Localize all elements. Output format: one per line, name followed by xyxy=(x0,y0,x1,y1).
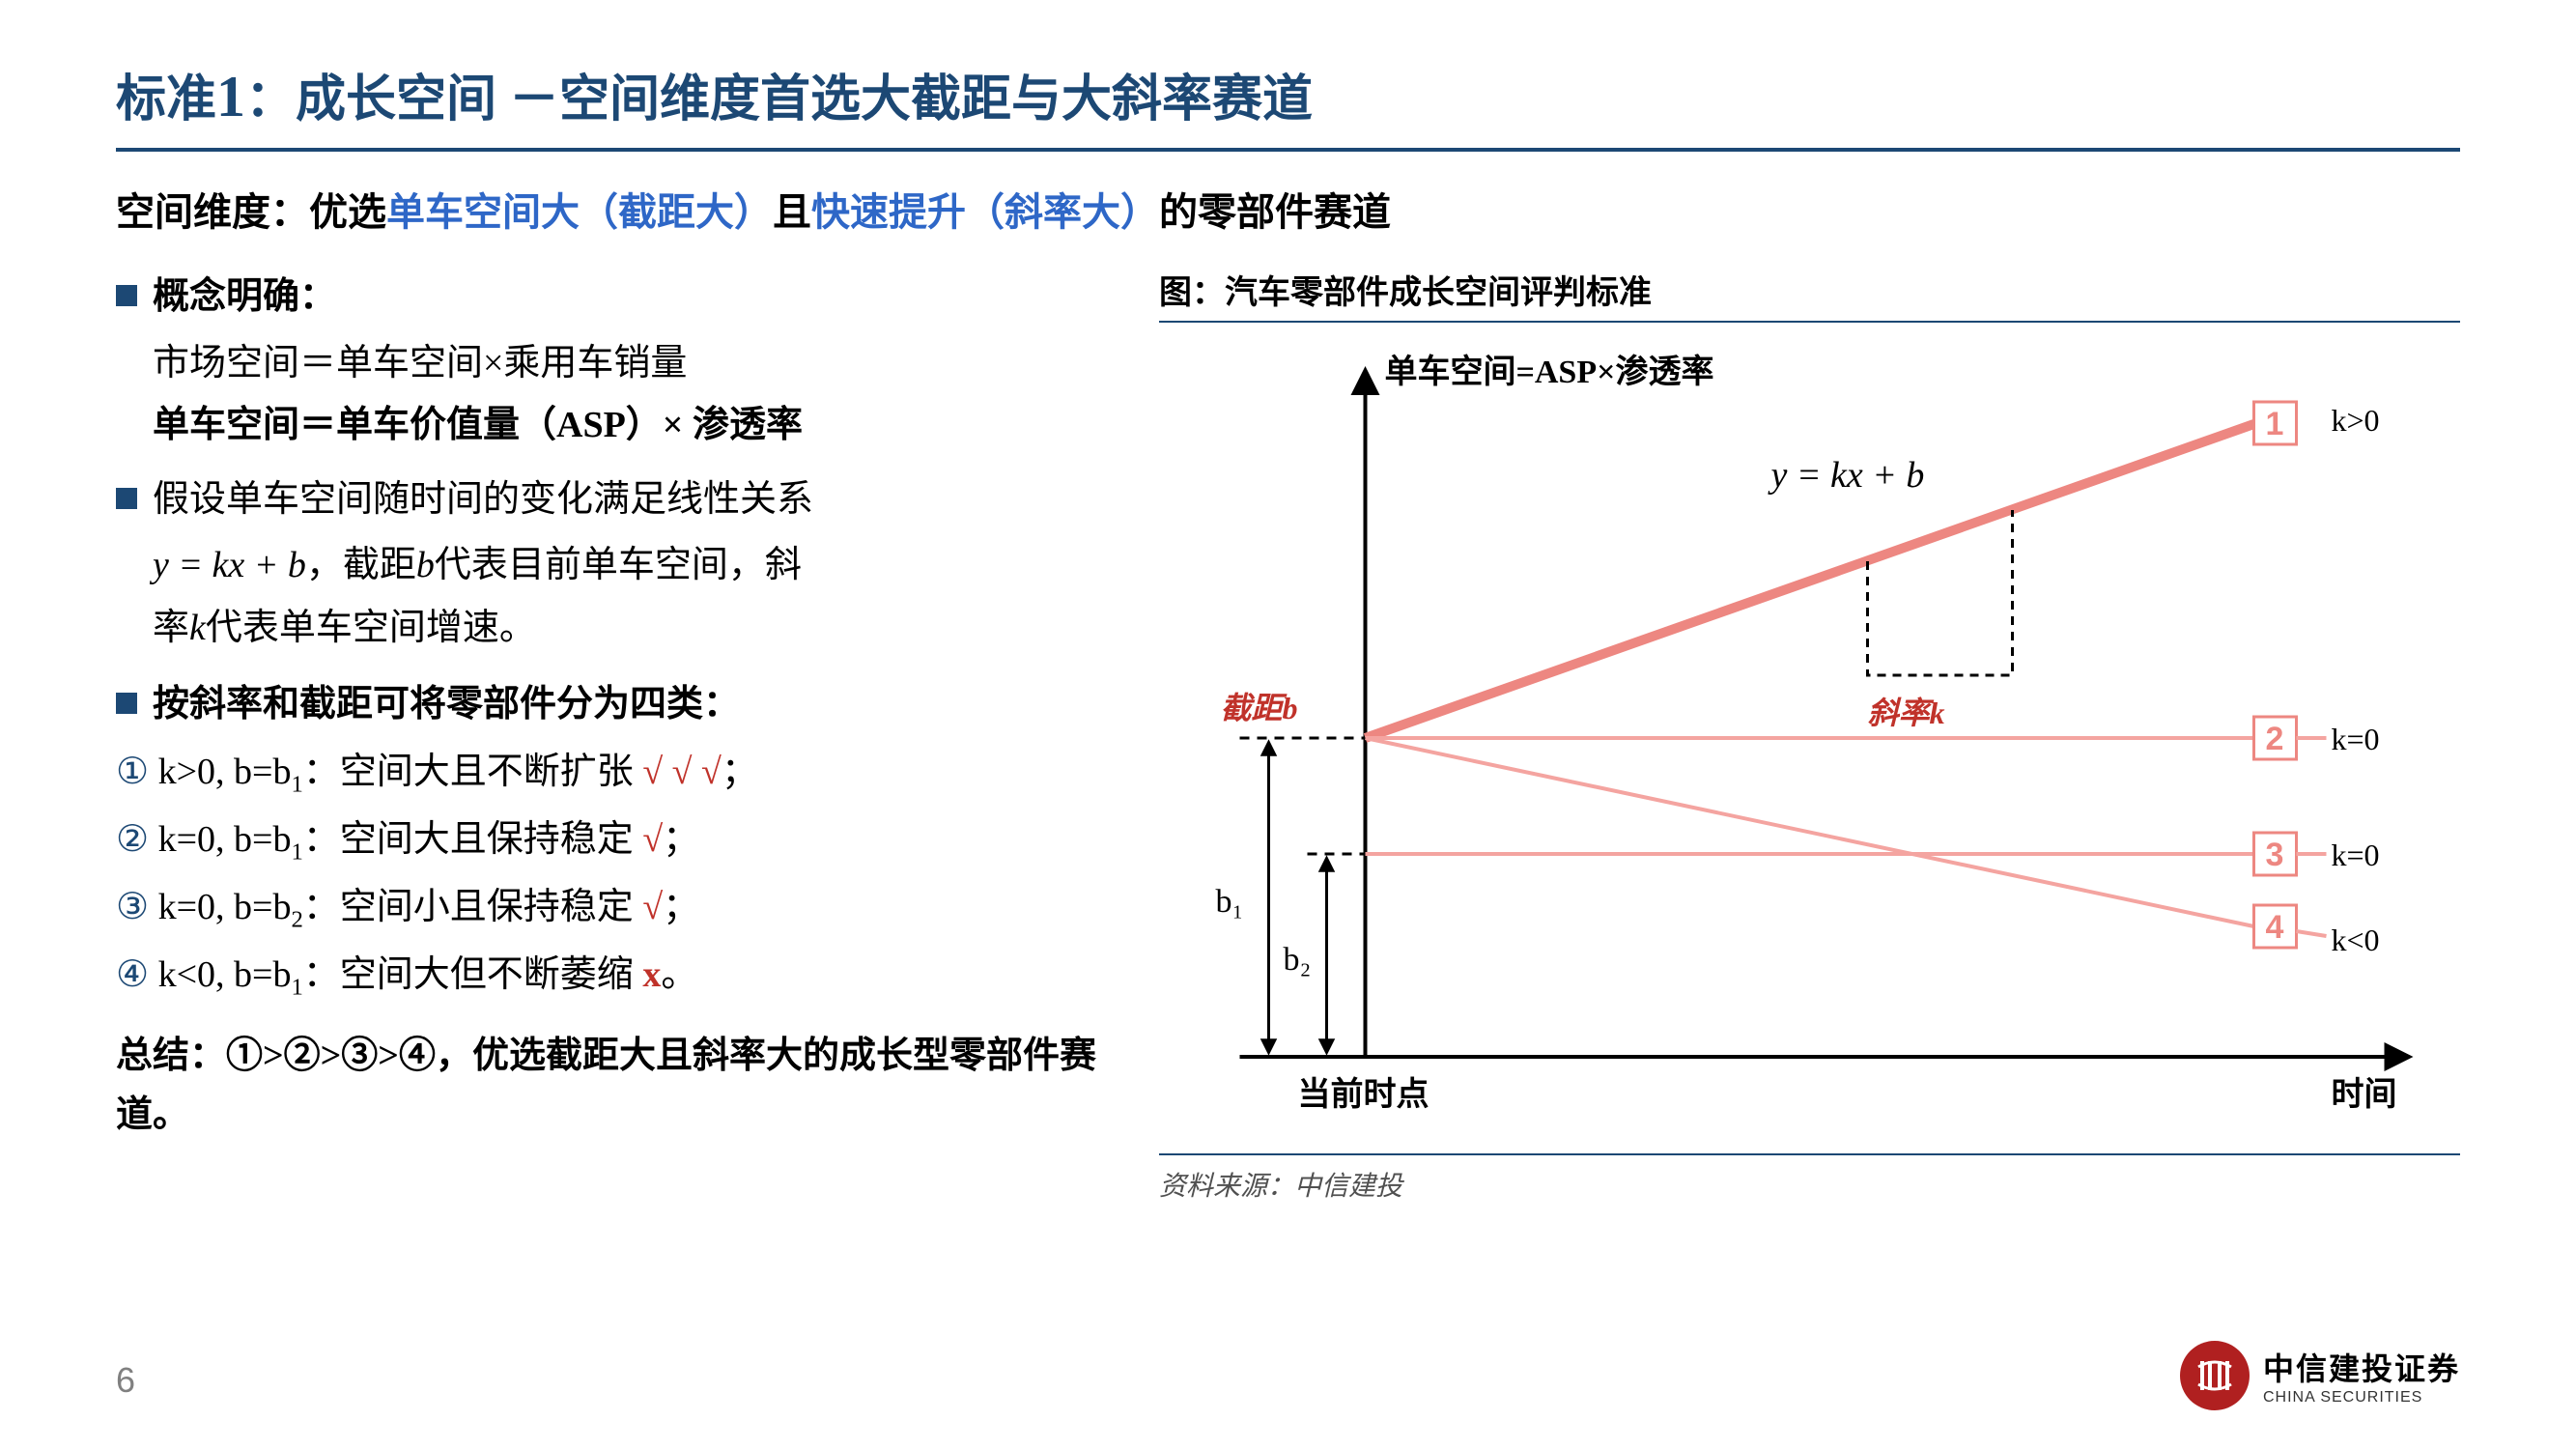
subtitle-hl2: 快速提升（斜率大） xyxy=(811,190,1159,234)
subtitle-hl1: 单车空间大（截距大） xyxy=(386,190,773,234)
cat2-cond: k=0, b=b xyxy=(149,819,291,860)
y-axis-label: 单车空间=ASP×渗透率 xyxy=(1385,354,1714,390)
cat4-desc: ：空间大但不断萎缩 xyxy=(303,954,643,995)
page-number: 6 xyxy=(116,1360,135,1401)
cat1-cond: k>0, b=b xyxy=(149,752,291,792)
svg-text:3: 3 xyxy=(2266,837,2284,873)
cat4-sub: 1 xyxy=(291,975,302,1001)
b2-k: k xyxy=(189,608,206,648)
page-title: 标准1：成长空间 －空间维度首选大截距与大斜率赛道 xyxy=(116,58,2460,152)
cat4-num: ④ xyxy=(116,954,149,995)
cat4-mark: x xyxy=(642,954,661,995)
category-3: ③ k=0, b=b2：空间小且保持稳定 √； xyxy=(116,874,1101,942)
category-2: ② k=0, b=b1：空间大且保持稳定 √； xyxy=(116,807,1101,874)
chart-svg: 单车空间=ASP×渗透率 当前时点 时间 截距b b₁ b₂ xyxy=(1159,332,2460,1153)
b2-line3a: 率 xyxy=(153,608,189,648)
category-4: ④ k<0, b=b1：空间大但不断萎缩 x。 xyxy=(116,942,1101,1009)
subtitle-tail: 的零部件赛道 xyxy=(1159,190,1391,234)
svg-text:2: 2 xyxy=(2266,721,2284,757)
company-logo: 中信建投证券 CHINA SECURITIES xyxy=(2180,1341,2460,1410)
right-column: 图：汽车零部件成长空间评判标准 单车空间=ASP×渗透率 当前时点 xyxy=(1159,266,2460,1204)
subtitle-mid: 且 xyxy=(773,190,811,234)
b3-head: 按斜率和截距可将零部件分为四类： xyxy=(153,673,740,736)
cat1-sub: 1 xyxy=(291,772,302,798)
x-axis-label: 时间 xyxy=(2332,1076,2397,1113)
cat2-desc: ：空间大且保持稳定 xyxy=(303,819,643,860)
svg-text:4: 4 xyxy=(2266,909,2284,946)
bullet-2: 假设单车空间随时间的变化满足线性关系 xyxy=(116,469,1101,531)
b2-line3b: 代表单车空间增速。 xyxy=(206,608,536,648)
cat3-cond: k=0, b=b xyxy=(149,887,291,927)
b2-after-eq: ，截距 xyxy=(306,545,416,585)
equation-label: y = kx + b xyxy=(1768,455,1925,496)
logo-text: 中信建投证券 CHINA SECURITIES xyxy=(2263,1345,2460,1406)
cat3-tail: ； xyxy=(663,887,699,927)
b2-line2: y = kx + b，截距b代表目前单车空间，斜 xyxy=(153,534,1101,597)
xielu-label: 斜率k xyxy=(1868,696,1945,730)
b1-line2: 单车空间＝单车价值量（ASP）× 渗透率 xyxy=(153,394,1101,457)
cat2-num: ② xyxy=(116,819,149,860)
source-text: 资料来源：中信建投 xyxy=(1159,1153,2460,1204)
square-bullet-icon xyxy=(116,285,137,306)
subtitle: 空间维度：优选单车空间大（截距大）且快速提升（斜率大）的零部件赛道 xyxy=(116,181,2460,237)
b2-line3: 率k代表单车空间增速。 xyxy=(153,597,1101,660)
b2-line1: 假设单车空间随时间的变化满足线性关系 xyxy=(153,479,813,520)
category-1: ① k>0, b=b1：空间大且不断扩张 √ √ √； xyxy=(116,739,1101,807)
b1-head: 概念明确： xyxy=(153,276,336,317)
cat2-sub: 1 xyxy=(291,839,302,866)
b2-b: b xyxy=(416,545,435,585)
k-eq0-label-3: k=0 xyxy=(2332,838,2380,872)
cat1-num: ① xyxy=(116,752,149,792)
b2-eq: y = kx + b xyxy=(153,545,306,585)
cat1-mark: √ √ √ xyxy=(642,752,722,792)
cat3-sub: 2 xyxy=(291,907,302,933)
b1-label: b₁ xyxy=(1216,884,1244,920)
k-lt0-label: k<0 xyxy=(2332,923,2380,957)
cat3-num: ③ xyxy=(116,887,149,927)
content-row: 概念明确： 市场空间＝单车空间×乘用车销量 单车空间＝单车价值量（ASP）× 渗… xyxy=(116,266,2460,1204)
cat4-cond: k<0, b=b xyxy=(149,954,291,995)
logo-en: CHINA SECURITIES xyxy=(2263,1389,2460,1406)
box-4: 4 k<0 xyxy=(2254,905,2380,957)
box-1: 1 k>0 xyxy=(2254,402,2380,444)
logo-icon xyxy=(2180,1341,2250,1410)
cat4-tail: 。 xyxy=(661,954,697,995)
title-prefix: 标准 xyxy=(116,72,216,128)
line-4 xyxy=(1366,738,2254,926)
box-2: 2 k=0 xyxy=(2254,717,2380,759)
title-rest: ：成长空间 －空间维度首选大截距与大斜率赛道 xyxy=(245,72,1313,128)
cat3-mark: √ xyxy=(642,887,663,927)
chart-area: 单车空间=ASP×渗透率 当前时点 时间 截距b b₁ b₂ xyxy=(1159,332,2460,1153)
box-3: 3 k=0 xyxy=(2254,833,2380,875)
bullet-3: 按斜率和截距可将零部件分为四类： xyxy=(116,673,1101,736)
cat1-tail: ； xyxy=(722,752,758,792)
k-eq0-label-2: k=0 xyxy=(2332,722,2380,756)
left-column: 概念明确： 市场空间＝单车空间×乘用车销量 单车空间＝单车价值量（ASP）× 渗… xyxy=(116,266,1101,1204)
b2-label: b₂ xyxy=(1284,942,1312,978)
cat3-desc: ：空间小且保持稳定 xyxy=(303,887,643,927)
cat1-desc: ：空间大且不断扩张 xyxy=(303,752,643,792)
bullet-1: 概念明确： xyxy=(116,266,1101,328)
b2-mid: 代表目前单车空间，斜 xyxy=(435,545,802,585)
x-origin-label: 当前时点 xyxy=(1298,1076,1430,1113)
square-bullet-icon xyxy=(116,488,137,509)
subtitle-lead: 空间维度：优选 xyxy=(116,190,386,234)
summary-text: 总结：①>②>③>④，优选截距大且斜率大的成长型零部件赛道。 xyxy=(116,1027,1101,1145)
cat2-mark: √ xyxy=(642,819,663,860)
square-bullet-icon xyxy=(116,693,137,714)
b1-line1: 市场空间＝单车空间×乘用车销量 xyxy=(153,332,1101,395)
logo-cn: 中信建投证券 xyxy=(2263,1345,2460,1389)
cat2-tail: ； xyxy=(663,819,699,860)
jieju-label: 截距b xyxy=(1221,691,1298,725)
k-gt0-label: k>0 xyxy=(2332,403,2380,438)
figure-title: 图：汽车零部件成长空间评判标准 xyxy=(1159,266,2460,323)
title-number: 1 xyxy=(216,65,245,128)
svg-text:1: 1 xyxy=(2266,406,2284,442)
